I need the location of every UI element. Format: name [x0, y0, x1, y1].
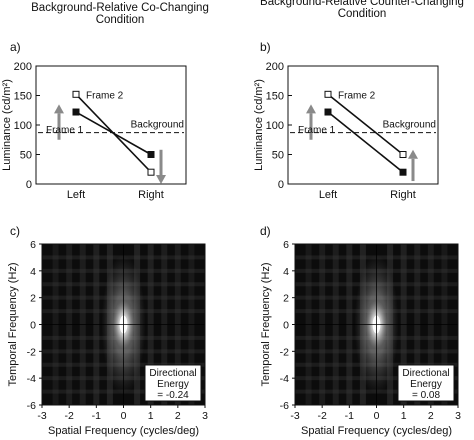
d-energy-label-1: Energy — [410, 379, 442, 390]
d-energy-label-0: Directional — [402, 368, 449, 379]
d-xtick-label: -2 — [317, 410, 326, 422]
d-ytick-label: -6 — [280, 400, 289, 412]
panel-label-a: a) — [10, 40, 21, 54]
a-series-label-0: Frame 1 — [46, 125, 84, 136]
panel-label-c: c) — [10, 224, 20, 238]
b-point-1-0 — [324, 90, 332, 98]
a-series-label-1: Frame 2 — [86, 90, 124, 101]
a-xtick-label-left: Left — [67, 189, 85, 201]
b-ytick-label: 0 — [278, 179, 284, 191]
a-ytick-label: 50 — [20, 150, 32, 162]
a-point-1-0 — [72, 90, 80, 98]
d-energy-box — [397, 364, 455, 402]
c-ytick-label: -4 — [27, 373, 36, 385]
a-ytick-label: 200 — [14, 61, 32, 73]
b-point-0-0 — [324, 108, 332, 116]
c-xtick-label: 1 — [148, 410, 154, 422]
title-left-line1: Background-Relative Co-Changing — [31, 2, 209, 14]
d-xtick-label: 1 — [401, 410, 407, 422]
d-xtick-label: 2 — [428, 410, 434, 422]
d-ytick-label: -4 — [280, 373, 289, 385]
c-xtick-label: 3 — [202, 410, 208, 422]
title-left-line2: Condition — [95, 14, 145, 26]
b-background-label: Background — [383, 120, 436, 131]
b-ytick-label: 200 — [266, 61, 284, 73]
d-ytick-label: 2 — [283, 293, 289, 305]
a-xtick-label-right: Right — [138, 189, 164, 201]
c-xtick-label: -1 — [92, 410, 101, 422]
c-ytick-label: 6 — [30, 239, 36, 251]
panel-label-b: b) — [260, 40, 271, 54]
b-ytick-label: 100 — [266, 120, 284, 132]
a-background-label: Background — [131, 120, 184, 131]
a-point-0-1 — [147, 151, 155, 158]
a-series-line-1 — [75, 93, 152, 173]
b-ylabel: Luminance (cd/m²) — [253, 79, 265, 171]
title-right-line2: Condition — [337, 8, 387, 20]
c-energy-box — [144, 364, 202, 402]
b-series-label-1: Frame 2 — [338, 90, 376, 101]
b-point-1-1 — [399, 151, 407, 158]
d-xtick-label: -1 — [345, 410, 354, 422]
c-ytick-label: 4 — [30, 266, 36, 278]
b-ytick-label: 50 — [272, 150, 284, 162]
c-xtick-label: -3 — [37, 410, 46, 422]
d-ytick-label: 4 — [283, 266, 289, 278]
title-right-line1: Background-Relative Counter-Changing — [260, 0, 464, 8]
b-series-label-0: Frame 1 — [298, 125, 336, 136]
a-ytick-label: 0 — [26, 179, 32, 191]
c-xtick-label: -2 — [64, 410, 73, 422]
a-arrow-head-0 — [54, 104, 64, 114]
b-series-line-1 — [327, 93, 404, 156]
c-ytick-label: 0 — [30, 320, 36, 332]
b-xtick-label-left: Left — [319, 189, 337, 201]
c-xlabel: Spatial Frequency (cycles/deg) — [48, 425, 199, 437]
d-ylabel: Temporal Frequency (Hz) — [260, 262, 272, 386]
a-ytick-label: 100 — [14, 120, 32, 132]
c-ytick-label: 2 — [30, 293, 36, 305]
b-point-0-1 — [399, 168, 407, 176]
c-energy-label-1: Energy — [157, 379, 189, 390]
b-series-line-0 — [327, 111, 404, 173]
a-ylabel: Luminance (cd/m²) — [1, 79, 13, 171]
a-ytick-label: 150 — [14, 91, 32, 103]
d-ytick-label: 6 — [283, 239, 289, 251]
b-arrow-head-0 — [306, 104, 316, 114]
d-ytick-label: -2 — [280, 346, 289, 358]
c-ytick-label: -2 — [27, 346, 36, 358]
d-xtick-label: 3 — [455, 410, 461, 422]
panel-label-d: d) — [260, 224, 271, 238]
title-left: Background-Relative Co-Changing Conditio… — [10, 2, 230, 26]
d-energy-label-2: = 0.08 — [412, 390, 441, 401]
c-energy-label-2: = -0.24 — [157, 390, 189, 401]
d-ytick-label: 0 — [283, 320, 289, 332]
d-xlabel: Spatial Frequency (cycles/deg) — [301, 425, 452, 437]
title-right: Background-Relative Counter-Changing Con… — [250, 0, 474, 20]
c-ylabel: Temporal Frequency (Hz) — [7, 262, 19, 386]
d-xtick-label: 0 — [374, 410, 380, 422]
c-ytick-label: -6 — [27, 400, 36, 412]
c-energy-label-0: Directional — [149, 368, 196, 379]
c-xtick-label: 2 — [175, 410, 181, 422]
c-xtick-label: 0 — [121, 410, 127, 422]
a-arrow-head-1 — [156, 175, 166, 184]
b-xtick-label-right: Right — [390, 189, 416, 201]
a-point-1-1 — [147, 168, 155, 176]
a-point-0-0 — [72, 108, 80, 116]
b-ytick-label: 150 — [266, 91, 284, 103]
b-arrow-head-1 — [408, 149, 418, 159]
d-xtick-label: -3 — [290, 410, 299, 422]
